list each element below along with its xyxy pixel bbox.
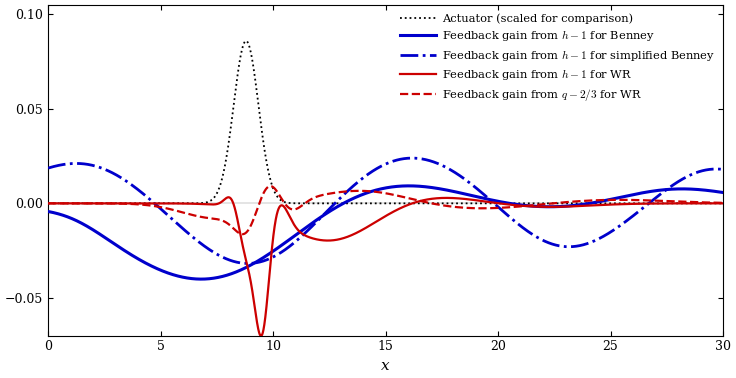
Legend: Actuator (scaled for comparison), Feedback gain from $h-1$ for Benney, Feedback : Actuator (scaled for comparison), Feedba… [397,11,718,105]
X-axis label: x: x [381,359,390,373]
